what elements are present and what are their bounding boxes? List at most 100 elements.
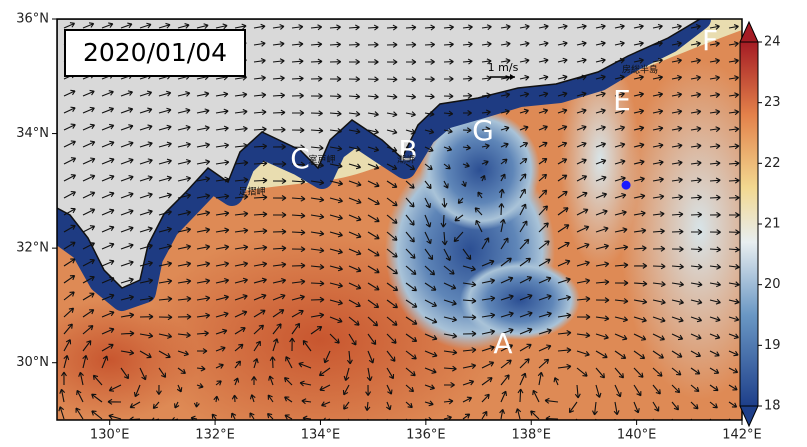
current-arrow xyxy=(614,125,626,132)
current-arrow xyxy=(690,211,703,218)
current-arrow xyxy=(310,213,325,220)
current-arrow xyxy=(614,350,627,359)
current-arrow xyxy=(101,140,115,148)
current-arrow xyxy=(120,107,134,114)
current-arrow xyxy=(462,24,473,31)
current-arrow xyxy=(63,22,76,29)
current-arrow xyxy=(652,263,666,270)
current-arrow xyxy=(424,76,435,83)
current-arrow xyxy=(652,193,665,200)
current-arrow xyxy=(196,91,210,98)
current-arrow xyxy=(196,125,210,132)
current-arrow xyxy=(671,177,683,183)
current-arrow xyxy=(462,110,472,116)
current-arrow xyxy=(386,111,398,118)
current-arrow xyxy=(82,140,96,148)
current-arrow xyxy=(289,337,296,352)
current-arrow xyxy=(538,173,548,182)
current-arrow xyxy=(671,263,684,270)
current-arrow xyxy=(500,344,514,352)
current-arrow xyxy=(481,24,492,31)
current-arrow xyxy=(538,358,550,369)
current-arrow xyxy=(519,41,530,47)
current-arrow xyxy=(82,258,95,267)
current-arrow xyxy=(633,74,644,81)
current-arrow xyxy=(557,158,568,165)
current-arrow xyxy=(101,343,114,352)
colorbar: 18 19 20 21 22 23 24 xyxy=(739,20,781,428)
current-arrow xyxy=(538,328,552,335)
current-arrow xyxy=(211,413,217,420)
current-arrow xyxy=(443,282,457,290)
current-arrow xyxy=(234,143,249,149)
current-arrow xyxy=(139,175,153,182)
scale-arrowhead xyxy=(510,74,515,80)
current-arrow xyxy=(709,41,720,47)
current-arrow xyxy=(481,278,496,284)
current-arrow xyxy=(633,280,648,287)
current-arrow xyxy=(462,58,473,65)
current-arrow xyxy=(139,226,153,233)
current-arrow xyxy=(155,384,162,395)
current-arrow xyxy=(63,241,76,250)
current-arrow xyxy=(272,228,287,235)
region-label: C xyxy=(290,142,310,175)
current-arrow xyxy=(348,145,361,152)
current-arrow xyxy=(253,211,268,218)
current-arrow xyxy=(728,126,740,133)
current-arrow xyxy=(285,356,293,369)
current-arrow xyxy=(671,228,684,235)
current-arrow xyxy=(348,333,357,346)
current-arrow xyxy=(310,75,323,82)
current-arrow xyxy=(108,413,122,420)
current-arrow xyxy=(499,409,506,420)
current-arrow xyxy=(576,108,587,114)
region-label: A xyxy=(493,327,512,360)
current-arrow xyxy=(215,142,230,149)
current-arrow xyxy=(453,231,464,243)
current-arrow xyxy=(91,410,103,420)
current-arrow xyxy=(310,127,324,134)
current-arrow xyxy=(158,192,172,199)
current-arrow xyxy=(139,350,152,359)
current-arrow xyxy=(633,316,647,323)
current-arrow xyxy=(500,158,508,165)
current-arrow xyxy=(367,214,380,223)
current-arrow xyxy=(405,350,417,360)
current-arrow xyxy=(709,350,720,357)
current-arrow xyxy=(348,316,360,326)
current-arrow xyxy=(481,393,490,403)
current-arrow xyxy=(63,307,75,318)
current-arrow xyxy=(709,160,721,167)
current-arrow xyxy=(443,145,453,152)
current-arrow xyxy=(367,111,379,118)
current-arrow xyxy=(538,125,548,131)
current-arrow xyxy=(500,142,509,148)
current-arrow xyxy=(443,110,454,117)
current-arrow xyxy=(595,367,605,379)
current-arrow xyxy=(633,142,645,149)
current-arrow xyxy=(82,123,96,131)
current-arrow xyxy=(158,90,172,97)
current-arrow xyxy=(234,210,249,217)
current-arrow xyxy=(576,350,590,357)
current-arrow xyxy=(690,57,701,64)
current-arrow xyxy=(498,203,505,216)
current-arrow xyxy=(709,246,721,253)
current-arrow xyxy=(614,298,629,304)
current-arrow xyxy=(728,281,740,288)
current-arrow xyxy=(158,124,172,131)
current-arrow xyxy=(152,401,160,410)
current-arrow xyxy=(63,339,72,352)
current-arrow xyxy=(595,384,602,398)
current-arrow xyxy=(386,197,398,207)
current-arrow xyxy=(443,128,453,134)
current-arrow xyxy=(538,91,549,98)
current-arrow xyxy=(272,161,287,167)
current-arrow xyxy=(480,174,486,182)
current-arrow xyxy=(424,41,436,48)
current-arrow xyxy=(82,225,96,233)
current-arrow xyxy=(652,228,665,235)
current-arrow xyxy=(443,248,451,261)
